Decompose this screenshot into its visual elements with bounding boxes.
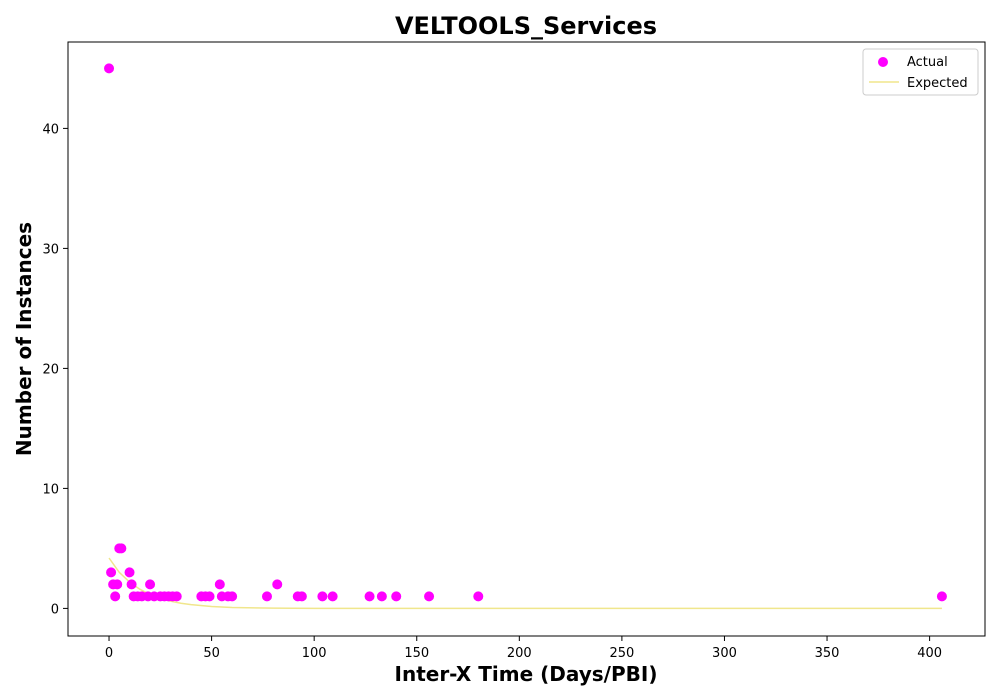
- plot-area: [104, 63, 947, 610]
- y-tick-label: 0: [51, 602, 59, 617]
- expected-line: [108, 557, 942, 610]
- chart-title: VELTOOLS_Services: [395, 12, 657, 40]
- x-tick-label: 350: [815, 646, 840, 661]
- data-point: [110, 591, 121, 602]
- data-point: [116, 543, 127, 554]
- y-axis: 0 10 20 30 40: [42, 122, 68, 617]
- legend: Actual Expected: [862, 48, 979, 96]
- data-point: [126, 579, 137, 590]
- x-tick-label: 100: [302, 646, 327, 661]
- data-point: [112, 579, 123, 590]
- data-point: [296, 591, 307, 602]
- y-axis-title: Number of Instances: [12, 222, 36, 456]
- data-point: [171, 591, 182, 602]
- x-tick-label: 200: [507, 646, 532, 661]
- y-tick-label: 30: [42, 242, 59, 257]
- data-point: [227, 591, 238, 602]
- data-point: [124, 567, 135, 578]
- x-axis-title: Inter-X Time (Days/PBI): [395, 662, 658, 686]
- data-point: [214, 579, 225, 590]
- data-point: [424, 591, 435, 602]
- data-point: [104, 63, 115, 74]
- x-axis: 0 50 100 150 200 250 300 350 400: [105, 636, 942, 661]
- x-tick-label: 150: [404, 646, 429, 661]
- x-tick-label: 250: [609, 646, 634, 661]
- data-point: [204, 591, 215, 602]
- data-point: [317, 591, 328, 602]
- data-point: [376, 591, 387, 602]
- data-point: [327, 591, 338, 602]
- data-point: [936, 591, 947, 602]
- legend-label-actual: Actual: [907, 55, 948, 70]
- legend-marker-actual: [878, 57, 888, 67]
- data-point: [272, 579, 283, 590]
- y-tick-label: 20: [42, 362, 59, 377]
- data-point: [364, 591, 375, 602]
- legend-label-expected: Expected: [907, 76, 968, 91]
- x-tick-label: 0: [105, 646, 113, 661]
- plot-frame: [67, 41, 986, 637]
- x-tick-label: 300: [712, 646, 737, 661]
- legend-box: [862, 48, 979, 96]
- data-point: [261, 591, 272, 602]
- y-tick-label: 40: [42, 122, 59, 137]
- data-point: [145, 579, 156, 590]
- x-tick-label: 400: [917, 646, 942, 661]
- data-point: [473, 591, 484, 602]
- x-tick-label: 50: [203, 646, 220, 661]
- data-point: [391, 591, 402, 602]
- y-tick-label: 10: [42, 482, 59, 497]
- data-point: [106, 567, 117, 578]
